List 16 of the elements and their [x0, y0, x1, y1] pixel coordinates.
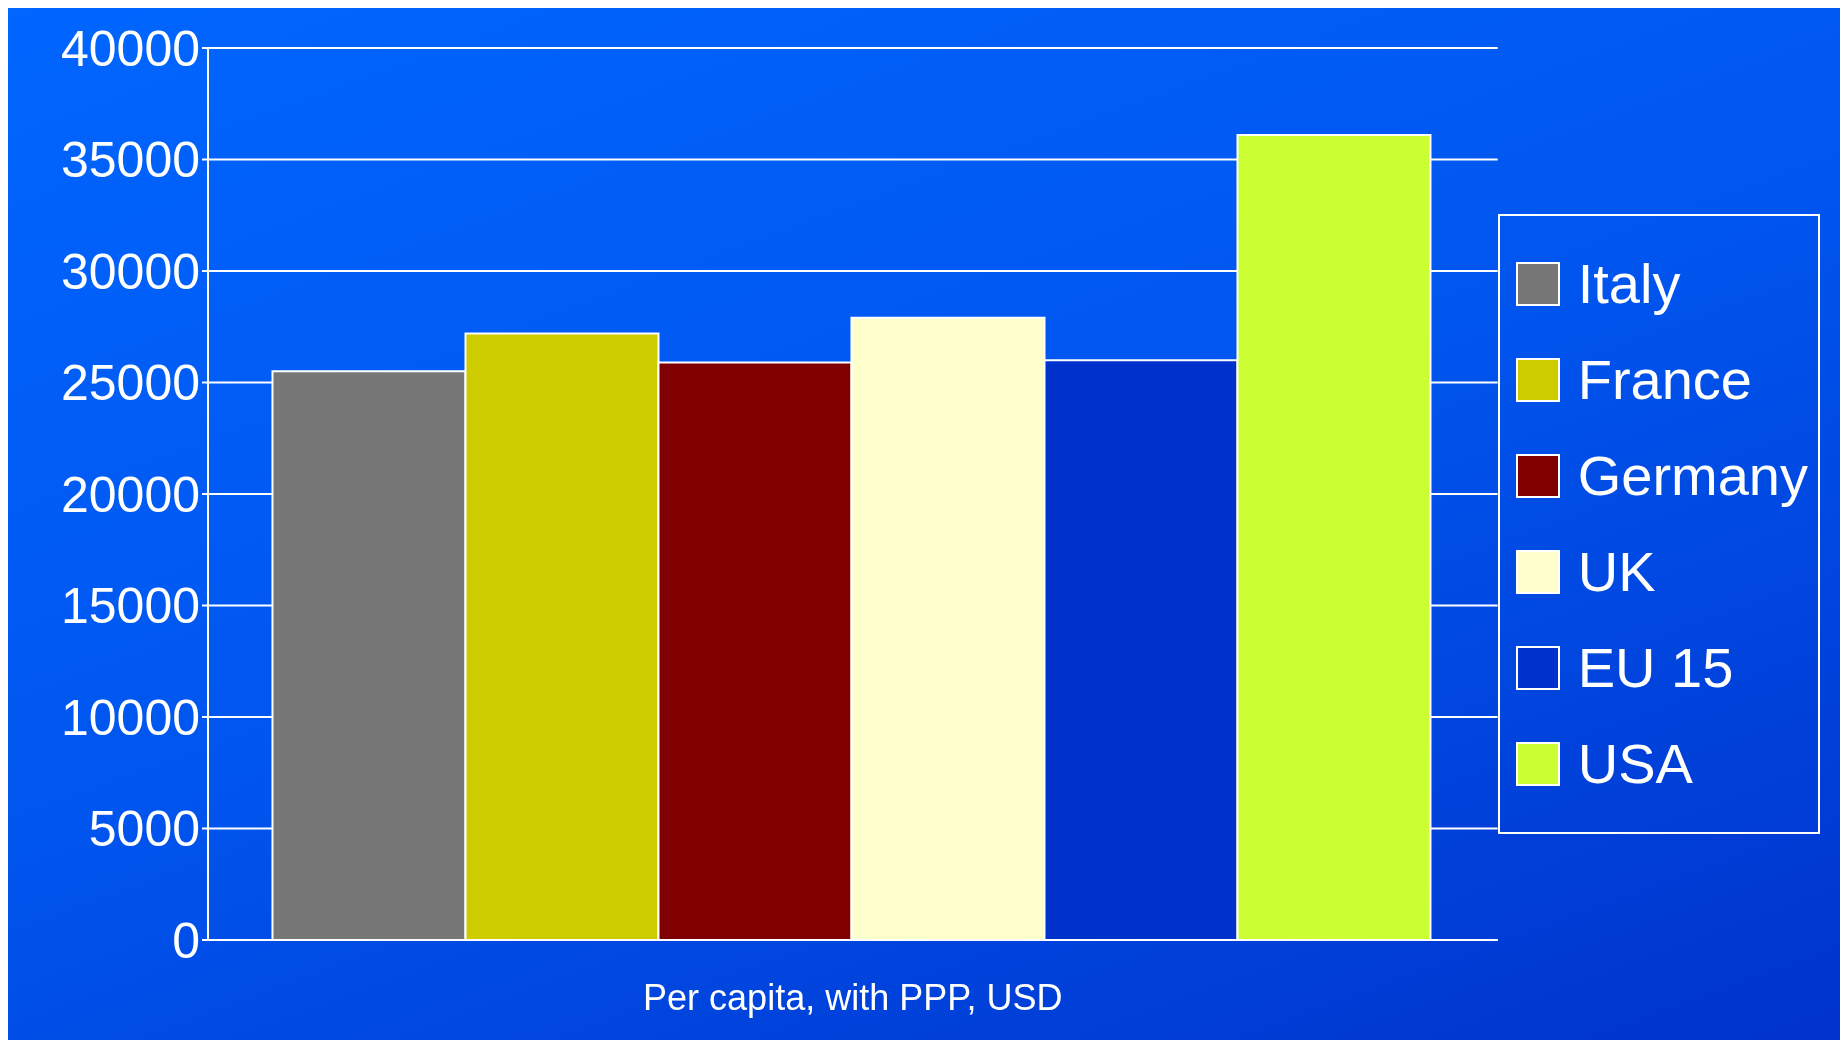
y-tick-label: 0 — [172, 912, 200, 969]
y-tick-label: 20000 — [60, 466, 200, 523]
y-tick-label: 25000 — [60, 355, 200, 412]
legend-label: USA — [1577, 731, 1693, 797]
y-tick-label: 35000 — [60, 132, 200, 189]
y-tick-label: 30000 — [60, 243, 200, 300]
legend-label: France — [1577, 347, 1752, 413]
y-tick-label: 40000 — [60, 20, 200, 77]
x-axis-title: Per capita, with PPP, USD — [643, 977, 1063, 1018]
legend-label: UK — [1577, 539, 1656, 605]
y-tick-label: 10000 — [60, 689, 200, 746]
legend-label: EU 15 — [1577, 635, 1734, 701]
legend-label: Germany — [1577, 443, 1808, 509]
y-tick-label: 5000 — [88, 801, 200, 858]
y-tick-label: 15000 — [60, 578, 200, 635]
legend-label: Italy — [1577, 251, 1681, 317]
